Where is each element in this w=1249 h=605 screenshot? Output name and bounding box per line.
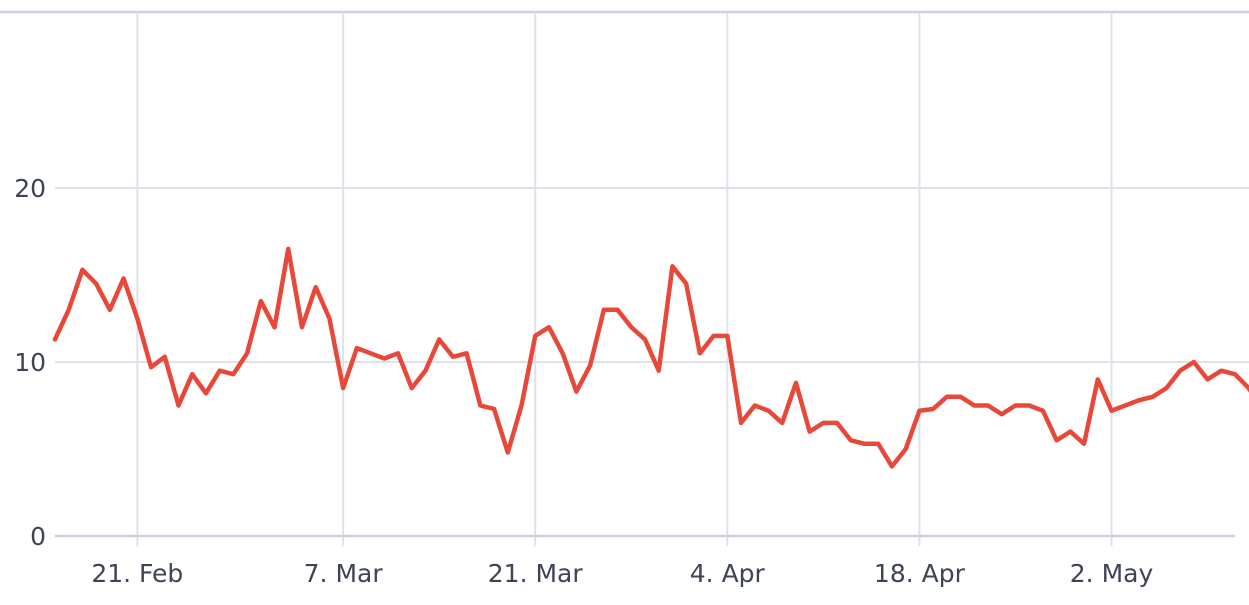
x-gridlines <box>136 12 1113 546</box>
y-tick-label: 0 <box>30 522 46 551</box>
x-tick-label: 7. Mar <box>304 559 384 588</box>
x-tick-label: 18. Apr <box>874 559 966 588</box>
y-axis-tick-labels: 0 10 20 <box>14 174 46 551</box>
x-axis-tick-labels: 21. Feb 7. Mar 21. Mar 4. Apr 18. Apr 2. May <box>91 559 1153 588</box>
series-line-0 <box>52 246 1249 469</box>
series-layer <box>52 246 1249 469</box>
y-tick-label: 20 <box>14 174 46 203</box>
x-tick-label: 21. Mar <box>488 559 584 588</box>
x-tick-label: 2. May <box>1070 559 1154 588</box>
y-gridlines <box>55 187 1249 363</box>
x-tick-label: 21. Feb <box>91 559 183 588</box>
y-tick-label: 10 <box>14 348 46 377</box>
x-tick-label: 4. Apr <box>690 559 766 588</box>
